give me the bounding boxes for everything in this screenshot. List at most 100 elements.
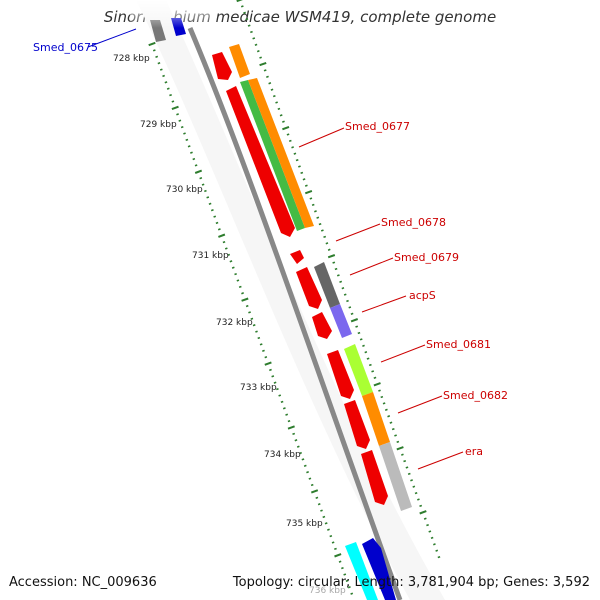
minor-tick bbox=[259, 56, 262, 59]
minor-tick bbox=[308, 477, 312, 480]
minor-tick bbox=[288, 139, 292, 143]
gene-feature-blue-bottom[interactable] bbox=[362, 538, 396, 600]
minor-tick bbox=[169, 93, 172, 97]
minor-tick bbox=[229, 260, 233, 263]
gene-feature-lightgray-cog[interactable] bbox=[379, 442, 412, 511]
minor-tick bbox=[338, 560, 342, 563]
minor-tick bbox=[407, 472, 411, 476]
gene-feature-cyan-bottom[interactable] bbox=[345, 542, 378, 600]
gene-feature-smed-0679[interactable] bbox=[296, 267, 322, 309]
gene-label[interactable]: Smed_0675 bbox=[33, 41, 98, 54]
minor-tick bbox=[152, 49, 156, 52]
minor-tick bbox=[387, 415, 391, 418]
minor-tick bbox=[304, 184, 308, 187]
minor-tick bbox=[366, 357, 370, 360]
gene-features bbox=[150, 18, 412, 600]
minor-tick bbox=[266, 75, 269, 78]
tick-label: 734 kbp bbox=[264, 450, 301, 460]
minor-tick bbox=[384, 408, 388, 411]
major-tick bbox=[287, 425, 295, 430]
accession-label: Accession: NC_009636 bbox=[9, 575, 157, 590]
major-tick bbox=[310, 489, 319, 494]
minor-tick bbox=[373, 376, 377, 379]
gene-label[interactable]: Smed_0681 bbox=[426, 338, 491, 351]
minor-tick bbox=[417, 498, 420, 501]
minor-tick bbox=[423, 517, 427, 520]
gene-feature-orange-small[interactable] bbox=[229, 44, 250, 78]
minor-tick bbox=[301, 458, 305, 461]
minor-tick bbox=[419, 504, 423, 508]
minor-tick bbox=[309, 197, 313, 200]
minor-tick bbox=[245, 304, 249, 308]
minor-tick bbox=[324, 522, 328, 525]
gene-feature-red-1[interactable] bbox=[212, 52, 232, 80]
minor-tick bbox=[262, 349, 265, 352]
major-tick bbox=[236, 0, 243, 3]
minor-tick bbox=[270, 88, 274, 91]
gene-label[interactable]: era bbox=[465, 445, 483, 458]
major-tick bbox=[259, 61, 267, 67]
major-tick bbox=[327, 254, 336, 259]
gene-feature-orange-cog[interactable] bbox=[248, 78, 314, 228]
minor-tick bbox=[292, 432, 296, 436]
minor-tick bbox=[241, 292, 244, 295]
minor-tick bbox=[294, 439, 298, 442]
minor-tick bbox=[206, 196, 210, 199]
gene-feature-era[interactable] bbox=[361, 450, 388, 505]
major-tick bbox=[148, 41, 156, 47]
minor-tick bbox=[403, 459, 407, 463]
tick-label: 730 kbp bbox=[166, 185, 203, 195]
minor-tick bbox=[282, 407, 286, 410]
minor-tick bbox=[341, 287, 345, 290]
gene-feature-gray-cog[interactable] bbox=[314, 262, 340, 308]
minor-tick bbox=[339, 280, 343, 283]
genome-summary: Topology: circular; Length: 3,781,904 bp… bbox=[232, 575, 590, 590]
minor-tick bbox=[252, 324, 256, 327]
minor-tick bbox=[155, 55, 159, 58]
minor-tick bbox=[273, 381, 277, 384]
minor-tick bbox=[278, 394, 282, 397]
gene-feature-smed-0682[interactable] bbox=[344, 400, 370, 449]
gene-label[interactable]: Smed_0678 bbox=[381, 216, 446, 229]
major-tick bbox=[218, 233, 226, 238]
gene-label[interactable]: acpS bbox=[409, 289, 436, 302]
minor-tick bbox=[264, 356, 268, 359]
minor-tick bbox=[293, 152, 297, 155]
minor-tick bbox=[199, 177, 203, 180]
gene-feature-smed-0677[interactable] bbox=[226, 86, 295, 237]
minor-tick bbox=[405, 466, 409, 469]
minor-tick bbox=[433, 543, 436, 546]
minor-tick bbox=[256, 50, 260, 53]
gene-label[interactable]: Smed_0677 bbox=[345, 120, 410, 133]
gene-feature-green-cog[interactable] bbox=[240, 80, 305, 231]
minor-tick bbox=[318, 222, 322, 226]
gene-feature-smed-0678[interactable] bbox=[290, 250, 304, 264]
gene-label[interactable]: Smed_0679 bbox=[394, 251, 459, 264]
minor-tick bbox=[306, 471, 309, 474]
gene-feature-acps[interactable] bbox=[312, 312, 332, 339]
gene-labels: Smed_0675 Smed_0677 Smed_0678 Smed_0679 … bbox=[33, 41, 508, 458]
major-tick bbox=[350, 318, 359, 323]
tick-label: 733 kbp bbox=[240, 383, 277, 393]
minor-tick bbox=[394, 434, 397, 437]
minor-tick bbox=[364, 351, 368, 354]
minor-tick bbox=[268, 82, 272, 85]
gene-feature-purple-cog[interactable] bbox=[330, 304, 352, 338]
gene-feature-orange-cog-2[interactable] bbox=[362, 392, 390, 446]
minor-tick bbox=[222, 240, 226, 244]
minor-tick bbox=[238, 285, 242, 289]
minor-tick bbox=[378, 389, 381, 392]
minor-tick bbox=[430, 536, 434, 540]
gene-feature-smed-0681[interactable] bbox=[327, 350, 354, 399]
minor-tick bbox=[334, 267, 338, 271]
major-tick bbox=[304, 189, 313, 195]
minor-tick bbox=[227, 253, 231, 257]
gene-label[interactable]: Smed_0682 bbox=[443, 389, 508, 402]
minor-tick bbox=[279, 114, 283, 117]
minor-tick bbox=[414, 491, 418, 495]
minor-tick bbox=[327, 528, 330, 531]
minor-tick bbox=[295, 158, 299, 162]
major-tick bbox=[264, 361, 272, 366]
tick-label: 735 kbp bbox=[286, 519, 323, 529]
gene-feature-lime-cog[interactable] bbox=[344, 344, 373, 396]
